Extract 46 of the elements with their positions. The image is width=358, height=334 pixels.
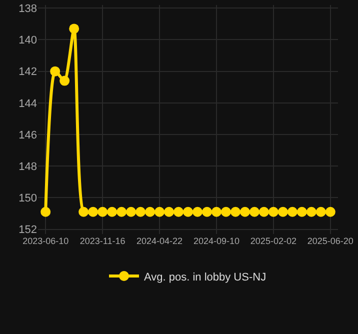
point (136, 206, 146, 217)
point (249, 206, 260, 217)
x-tick-label: 2023-06-10 (22, 236, 69, 246)
point (296, 206, 307, 217)
y-tick-label: 146 (18, 129, 37, 142)
point (202, 206, 212, 217)
point (258, 206, 269, 217)
point (145, 206, 156, 217)
point (164, 206, 174, 217)
y-tick-label: 140 (18, 34, 37, 47)
x-tick-label: 2023-11-16 (80, 236, 126, 246)
x-tick-label: 2025-06-20 (307, 236, 354, 246)
point (306, 206, 316, 217)
point (116, 206, 127, 217)
point (240, 206, 250, 217)
y-tick-label: 142 (18, 66, 37, 78)
point (78, 206, 89, 217)
point (316, 206, 326, 217)
point (183, 206, 193, 217)
x-tick-label: 2024-04-22 (136, 236, 183, 246)
y-tick-label: 144 (18, 98, 37, 110)
point (126, 206, 136, 217)
point (268, 206, 278, 217)
point (211, 206, 222, 217)
point (40, 206, 51, 217)
point (98, 206, 108, 217)
y-tick-label: 148 (18, 160, 37, 173)
y-tick-label: 150 (18, 192, 37, 205)
point (192, 206, 202, 217)
point (174, 206, 184, 217)
point (107, 206, 118, 217)
point (69, 24, 80, 34)
y-tick-label: 138 (18, 3, 37, 16)
point (220, 206, 231, 217)
point (278, 206, 288, 217)
point (50, 66, 60, 76)
x-tick-label: 2025-02-02 (250, 236, 296, 246)
x-tick-label: 2024-09-10 (193, 236, 240, 246)
point (230, 206, 240, 217)
legend-label: Avg. pos. in lobby US-NJ (144, 271, 266, 284)
point (154, 206, 165, 217)
y-tick-label: 152 (18, 224, 37, 236)
point (287, 206, 298, 217)
point (60, 76, 70, 86)
point (88, 206, 98, 217)
point (325, 206, 336, 217)
